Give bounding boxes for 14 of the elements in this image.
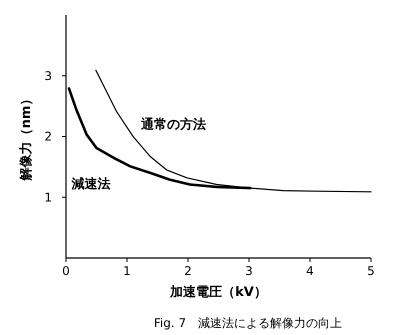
y-axis-title: 解像力（nm） [19,92,34,182]
y-tick-label: 2 [44,130,52,144]
x-axis-title: 加速電圧（kV） [169,285,267,300]
series-label: 通常の方法 [140,116,206,132]
x-tick-label: 0 [62,264,70,278]
x-tick-label: 5 [367,264,375,278]
series-label: 減速法 [70,176,111,192]
x-tick-label: 1 [123,264,131,278]
y-tick-label: 3 [44,68,52,83]
caption: Fig. 7 減速法による解像力の向上 [154,316,342,330]
y-tick-label: 1 [44,190,52,204]
x-tick-label: 2 [184,264,192,278]
x-tick-label: 4 [306,264,314,278]
x-tick-label: 3 [245,264,253,278]
